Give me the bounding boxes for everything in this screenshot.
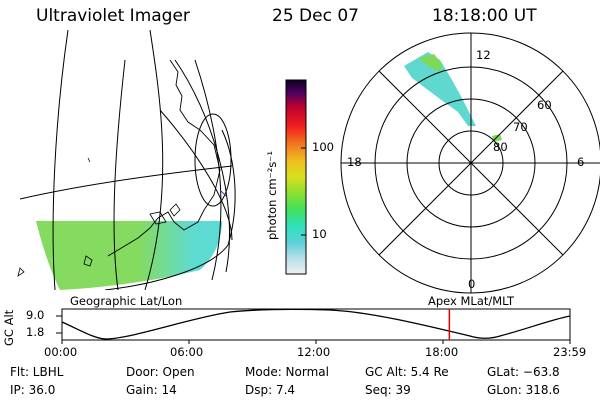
meridian: [113, 59, 126, 290]
timeline-xtick-0000: 00:00: [44, 345, 78, 359]
app-title: Ultraviolet Imager: [36, 6, 190, 26]
timeline-xtick-0600: 06:00: [170, 345, 204, 359]
mlt-label-18: 18: [347, 155, 362, 169]
aurora-swath-polar: [404, 52, 476, 126]
meridian: [174, 59, 230, 273]
meridian: [144, 30, 164, 290]
glon-readout: GLon: 318.6: [487, 383, 560, 397]
seq-readout: Seq: 39: [365, 383, 411, 397]
gain-readout: Gain: 14: [126, 383, 177, 397]
coastline: [107, 59, 221, 257]
meridian: [52, 30, 69, 290]
timeline-ytick-low: 1.8: [26, 325, 45, 339]
colorbar-unit-label: photon cm⁻²s⁻¹: [265, 151, 279, 240]
aurora-swath-map: [36, 221, 222, 290]
parallel: [19, 165, 233, 200]
glat-readout: GLat: −63.8: [487, 365, 560, 379]
coastline: [83, 255, 93, 267]
filter-readout: Flt: LBHL: [10, 365, 64, 379]
meridian: [159, 109, 233, 241]
mlt-label-6: 6: [577, 155, 585, 169]
timeline-ytick-high: 9.0: [26, 308, 45, 322]
coastline: [87, 157, 91, 163]
earth-limb: [104, 129, 236, 290]
time-label: 18:18:00 UT: [432, 6, 537, 26]
date-label: 25 Dec 07: [272, 6, 359, 26]
coastline: [219, 189, 227, 197]
aurora-swath-polar-green: [418, 54, 442, 72]
mode-readout: Mode: Normal: [245, 365, 329, 379]
dsp-readout: Dsp: 7.4: [245, 383, 296, 397]
altitude-curve: [61, 308, 571, 340]
colorbar: [285, 79, 307, 275]
coastline: [149, 211, 167, 225]
timeline-ylabel: GC Alt: [2, 309, 16, 346]
timeline-xtick-1200: 12:00: [297, 345, 331, 359]
altitude-timeline: [56, 308, 571, 344]
colorbar-tick-10: 10: [312, 227, 327, 241]
mlat-label-60: 60: [537, 98, 552, 112]
gc-alt-readout: GC Alt: 5.4 Re: [365, 365, 449, 379]
polar-caption: Apex MLat/MLT: [428, 294, 515, 308]
mlat-label-80: 80: [493, 140, 508, 154]
latitude-circle: [194, 113, 232, 207]
timeline-xtick-2359: 23:59: [553, 345, 587, 359]
colorbar-tick-100: 100: [312, 140, 334, 154]
geographic-map: [17, 30, 236, 290]
timeline-xtick-1800: 18:00: [425, 345, 459, 359]
coastline: [169, 203, 181, 217]
mlt-label-0: 0: [468, 277, 476, 291]
mlat-label-70: 70: [513, 120, 528, 134]
map-caption: Geographic Lat/Lon: [70, 294, 183, 308]
door-readout: Door: Open: [126, 365, 195, 379]
polar-plot: [340, 32, 600, 294]
mlt-label-12: 12: [476, 48, 491, 62]
coastline: [17, 267, 25, 277]
ip-readout: IP: 36.0: [10, 383, 56, 397]
